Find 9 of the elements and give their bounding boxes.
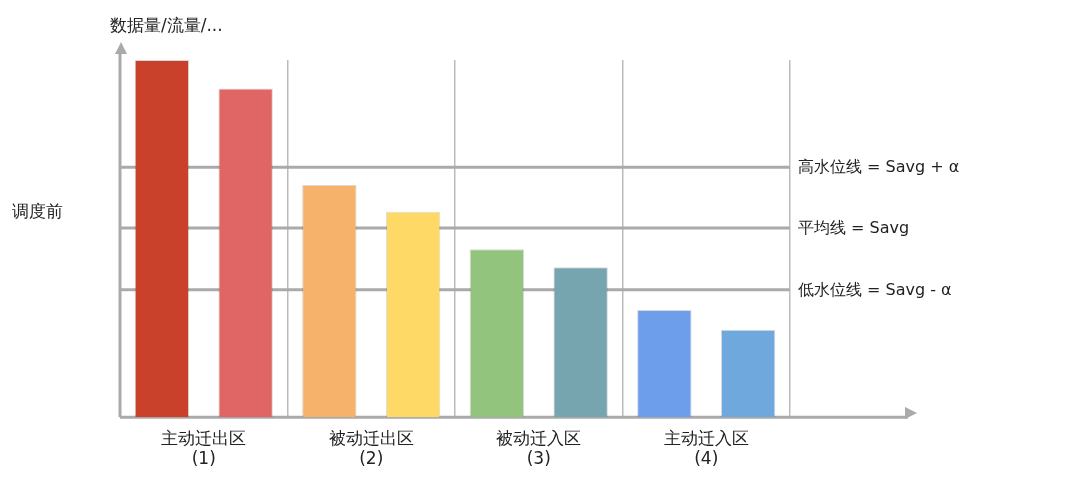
x-tick-label: 被动迁出区 (2) bbox=[328, 427, 414, 469]
x-tick-label: 主动迁入区 (4) bbox=[663, 427, 749, 469]
x-tick-label: 被动迁入区 (3) bbox=[496, 427, 582, 469]
text: 调度前 bbox=[12, 200, 63, 223]
ref-line-label: 低水位线 = Savg - α bbox=[798, 279, 952, 299]
x-tick-label: 主动迁出区 (1) bbox=[161, 427, 247, 469]
y-axis-title: 数据量/流量/... bbox=[110, 14, 223, 37]
ref-line-label: 平均线 = Savg bbox=[798, 218, 910, 238]
ref-line-label: 高水位线 = Savg + α bbox=[798, 157, 960, 177]
